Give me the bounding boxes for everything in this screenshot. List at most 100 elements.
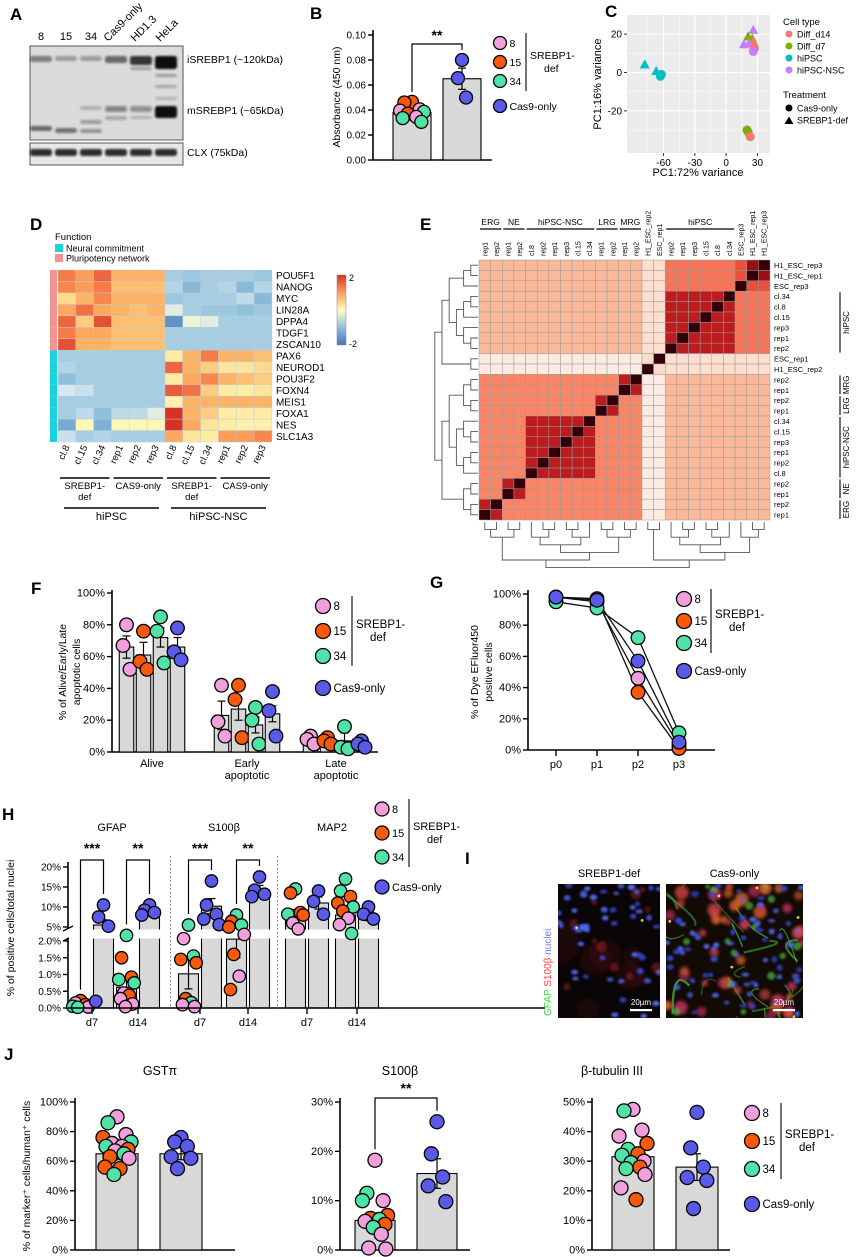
- heatmap-cell: [478, 394, 491, 406]
- tick-label: 0%: [52, 1245, 68, 1257]
- s100b-cell: [725, 884, 733, 891]
- s100b-cell: [701, 980, 708, 987]
- nucleus: [666, 955, 674, 962]
- row-label: H1_ESC_rep3: [774, 261, 822, 270]
- heatmap-cell: [57, 338, 77, 351]
- heatmap-cell: [583, 426, 596, 438]
- data-point: [106, 1166, 122, 1183]
- heatmap-cell: [734, 322, 747, 334]
- heatmap-cell: [478, 374, 491, 386]
- blot-band: [155, 149, 177, 156]
- category-label: Alive: [140, 758, 164, 770]
- function-strip: [50, 292, 57, 305]
- heatmap-cell: [595, 509, 608, 521]
- legend-swatch: [743, 1132, 761, 1150]
- heatmap-cell: [688, 342, 701, 354]
- function-strip: [50, 384, 57, 397]
- bracket-label: ERG: [842, 501, 851, 518]
- heatmap-cell: [548, 394, 561, 406]
- heatmap-cell: [618, 311, 631, 323]
- nucleus: [768, 928, 775, 935]
- heatmap-cell: [536, 415, 550, 427]
- sig-bracket: [374, 1097, 438, 1150]
- heatmap-cell: [676, 394, 689, 406]
- data-point: [183, 1150, 199, 1166]
- data-point: [244, 712, 260, 728]
- heatmap-cell: [630, 374, 643, 386]
- heatmap-cell: [146, 338, 166, 351]
- legend-title: Treatment: [783, 90, 826, 101]
- column-label: cl.15: [703, 241, 710, 256]
- function-strip: [50, 281, 57, 293]
- heatmap-cell: [734, 446, 747, 458]
- sig-bracket: [411, 43, 463, 92]
- dendrogram: [463, 488, 471, 511]
- data-point: [373, 1226, 389, 1242]
- tick-label: 20: [611, 30, 623, 41]
- heatmap-cell: [618, 405, 631, 417]
- speck: [668, 920, 672, 923]
- blot-band: [80, 106, 102, 110]
- tick-label: 60%: [46, 1156, 68, 1168]
- column-label: cl.8: [529, 245, 536, 256]
- heatmap-cell: [253, 430, 273, 443]
- nucleus: [753, 920, 761, 927]
- nucleus: [613, 891, 620, 896]
- heatmap-cell: [734, 457, 747, 469]
- heatmap-cell: [595, 301, 608, 313]
- sig-stars: **: [243, 840, 254, 856]
- heatmap-cell: [630, 498, 643, 510]
- heatmap-cell: [630, 322, 643, 334]
- column-label: cl.15: [179, 444, 197, 467]
- heatmap-cell: [536, 436, 550, 448]
- heatmap-cell: [129, 418, 148, 431]
- heatmap-cell: [146, 384, 166, 397]
- heatmap-cell: [502, 426, 515, 438]
- nucleus: [689, 978, 696, 984]
- heatmap-cell: [548, 363, 561, 375]
- heatmap-cell: [111, 315, 130, 328]
- tick-label: 20%: [41, 863, 61, 874]
- data-point: [101, 919, 116, 934]
- heatmap-cell: [734, 290, 747, 302]
- blot-band: [105, 56, 127, 63]
- heatmap-cell: [758, 332, 771, 344]
- nucleus: [733, 951, 740, 958]
- heatmap-cell: [490, 374, 503, 386]
- heatmap-cell: [548, 405, 561, 417]
- heatmap-cell: [746, 446, 759, 458]
- heatmap-cell: [699, 374, 713, 386]
- dendrogram: [545, 560, 690, 569]
- gfap-cell: [672, 1007, 681, 1016]
- s100b-haze: [576, 998, 600, 1018]
- heatmap-cell: [723, 415, 736, 427]
- data-point: [316, 907, 331, 922]
- heatmap-cell: [595, 311, 608, 323]
- heatmap-cell: [664, 488, 678, 500]
- data-point: [139, 661, 155, 677]
- heatmap-cell: [653, 301, 666, 313]
- heatmap-cell: [478, 426, 491, 438]
- s100b-cell: [675, 899, 685, 908]
- heatmap-cell: [536, 457, 550, 469]
- panel-label-f: F: [31, 579, 42, 598]
- column-label: rep1: [599, 242, 606, 256]
- image-title: Cas9-only: [710, 868, 760, 880]
- heatmap-cell: [676, 488, 689, 500]
- heatmap-cell: [688, 426, 701, 438]
- sig-bracket: [235, 859, 261, 904]
- blot-band: [30, 126, 52, 131]
- heatmap-cell: [595, 353, 608, 365]
- data-point: [438, 1194, 454, 1210]
- heatmap-cell: [653, 280, 666, 292]
- nucleus: [646, 914, 652, 921]
- scale-label: 20µm: [631, 998, 652, 1007]
- heatmap-cell: [746, 498, 759, 510]
- heatmap-cell: [560, 509, 573, 521]
- heatmap-cell: [630, 332, 643, 344]
- heatmap-cell: [688, 478, 701, 490]
- heatmap-cell: [618, 426, 631, 438]
- heatmap-cell: [571, 498, 585, 510]
- heatmap-cell: [606, 363, 619, 375]
- heatmap-cell: [218, 350, 237, 362]
